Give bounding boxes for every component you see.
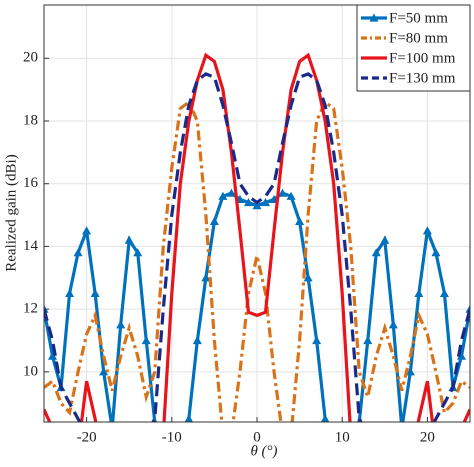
marker bbox=[159, 446, 168, 454]
marker bbox=[108, 424, 117, 432]
y-tick-label: 12 bbox=[23, 301, 38, 317]
x-tick-label: -10 bbox=[162, 429, 182, 445]
x-tick-label: 0 bbox=[253, 429, 261, 445]
y-axis-label: Realized gain (dBi) bbox=[3, 154, 19, 271]
x-tick-label: 10 bbox=[335, 429, 350, 445]
x-axis-label: θ (°) bbox=[250, 443, 277, 459]
x-tick-label: -20 bbox=[77, 429, 97, 445]
marker bbox=[397, 424, 406, 432]
legend-label: F=50 mm bbox=[389, 10, 448, 26]
y-tick-label: 20 bbox=[23, 50, 38, 66]
y-tick-label: 16 bbox=[23, 175, 39, 191]
x-tick-label: 20 bbox=[420, 429, 435, 445]
legend-label: F=130 mm bbox=[389, 70, 456, 86]
legend-label: F=100 mm bbox=[389, 50, 456, 66]
y-tick-label: 14 bbox=[23, 238, 39, 254]
marker bbox=[329, 446, 338, 454]
marker bbox=[346, 446, 355, 454]
y-tick-label: 10 bbox=[23, 363, 38, 379]
legend-label: F=80 mm bbox=[389, 30, 448, 46]
y-tick-label: 18 bbox=[23, 112, 38, 128]
marker bbox=[176, 446, 185, 454]
